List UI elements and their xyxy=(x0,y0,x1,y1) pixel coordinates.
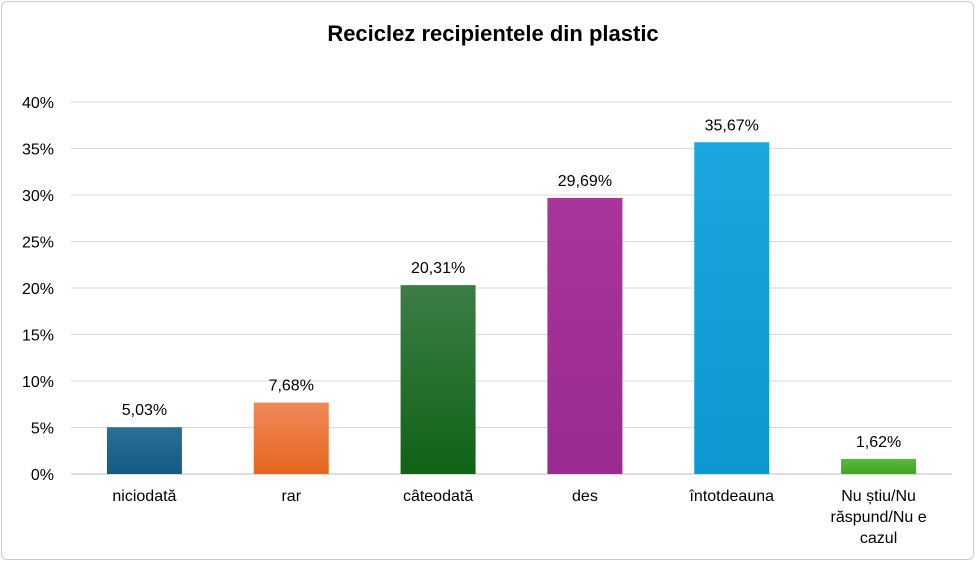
bars xyxy=(106,142,917,475)
x-axis-categories: niciodată rar câteodată des întotdeauna Nu șt… xyxy=(112,488,926,547)
data-label: 20,31% xyxy=(411,260,465,277)
data-label: 35,67% xyxy=(705,117,759,134)
bar xyxy=(694,142,770,475)
x-tick-label: rar xyxy=(281,488,301,505)
x-tick-label: întotdeauna xyxy=(688,488,774,505)
y-tick-label: 5% xyxy=(31,421,54,438)
y-tick-label: 10% xyxy=(22,374,54,391)
chart-title: Reciclez recipientele din plastic xyxy=(327,21,658,46)
x-tick-label: câteodată xyxy=(403,488,473,505)
data-label: 29,69% xyxy=(558,173,612,190)
bar xyxy=(400,285,476,474)
bar xyxy=(547,197,623,474)
y-tick-label: 40% xyxy=(22,95,54,112)
bar xyxy=(841,458,917,474)
y-axis-ticks: 0% 5% 10% 15% 20% 25% 30% 35% 40% xyxy=(22,95,54,484)
y-tick-label: 20% xyxy=(22,281,54,298)
data-labels: 5,03% 7,68% 20,31% 29,69% 35,67% 1,62% xyxy=(122,117,902,451)
y-tick-label: 30% xyxy=(22,188,54,205)
bar xyxy=(253,402,329,474)
bar xyxy=(106,427,182,474)
y-tick-label: 0% xyxy=(31,467,54,484)
data-label: 1,62% xyxy=(856,434,901,451)
data-label: 5,03% xyxy=(122,402,167,419)
gridlines xyxy=(71,101,952,475)
x-tick-label: Nu știu/Nu răspund/Nu e cazul xyxy=(831,488,927,547)
y-tick-label: 25% xyxy=(22,235,54,252)
y-tick-label: 35% xyxy=(22,142,54,159)
x-tick-label: des xyxy=(572,488,598,505)
y-tick-label: 15% xyxy=(22,328,54,345)
data-label: 7,68% xyxy=(269,378,314,395)
x-tick-label: niciodată xyxy=(112,488,176,505)
